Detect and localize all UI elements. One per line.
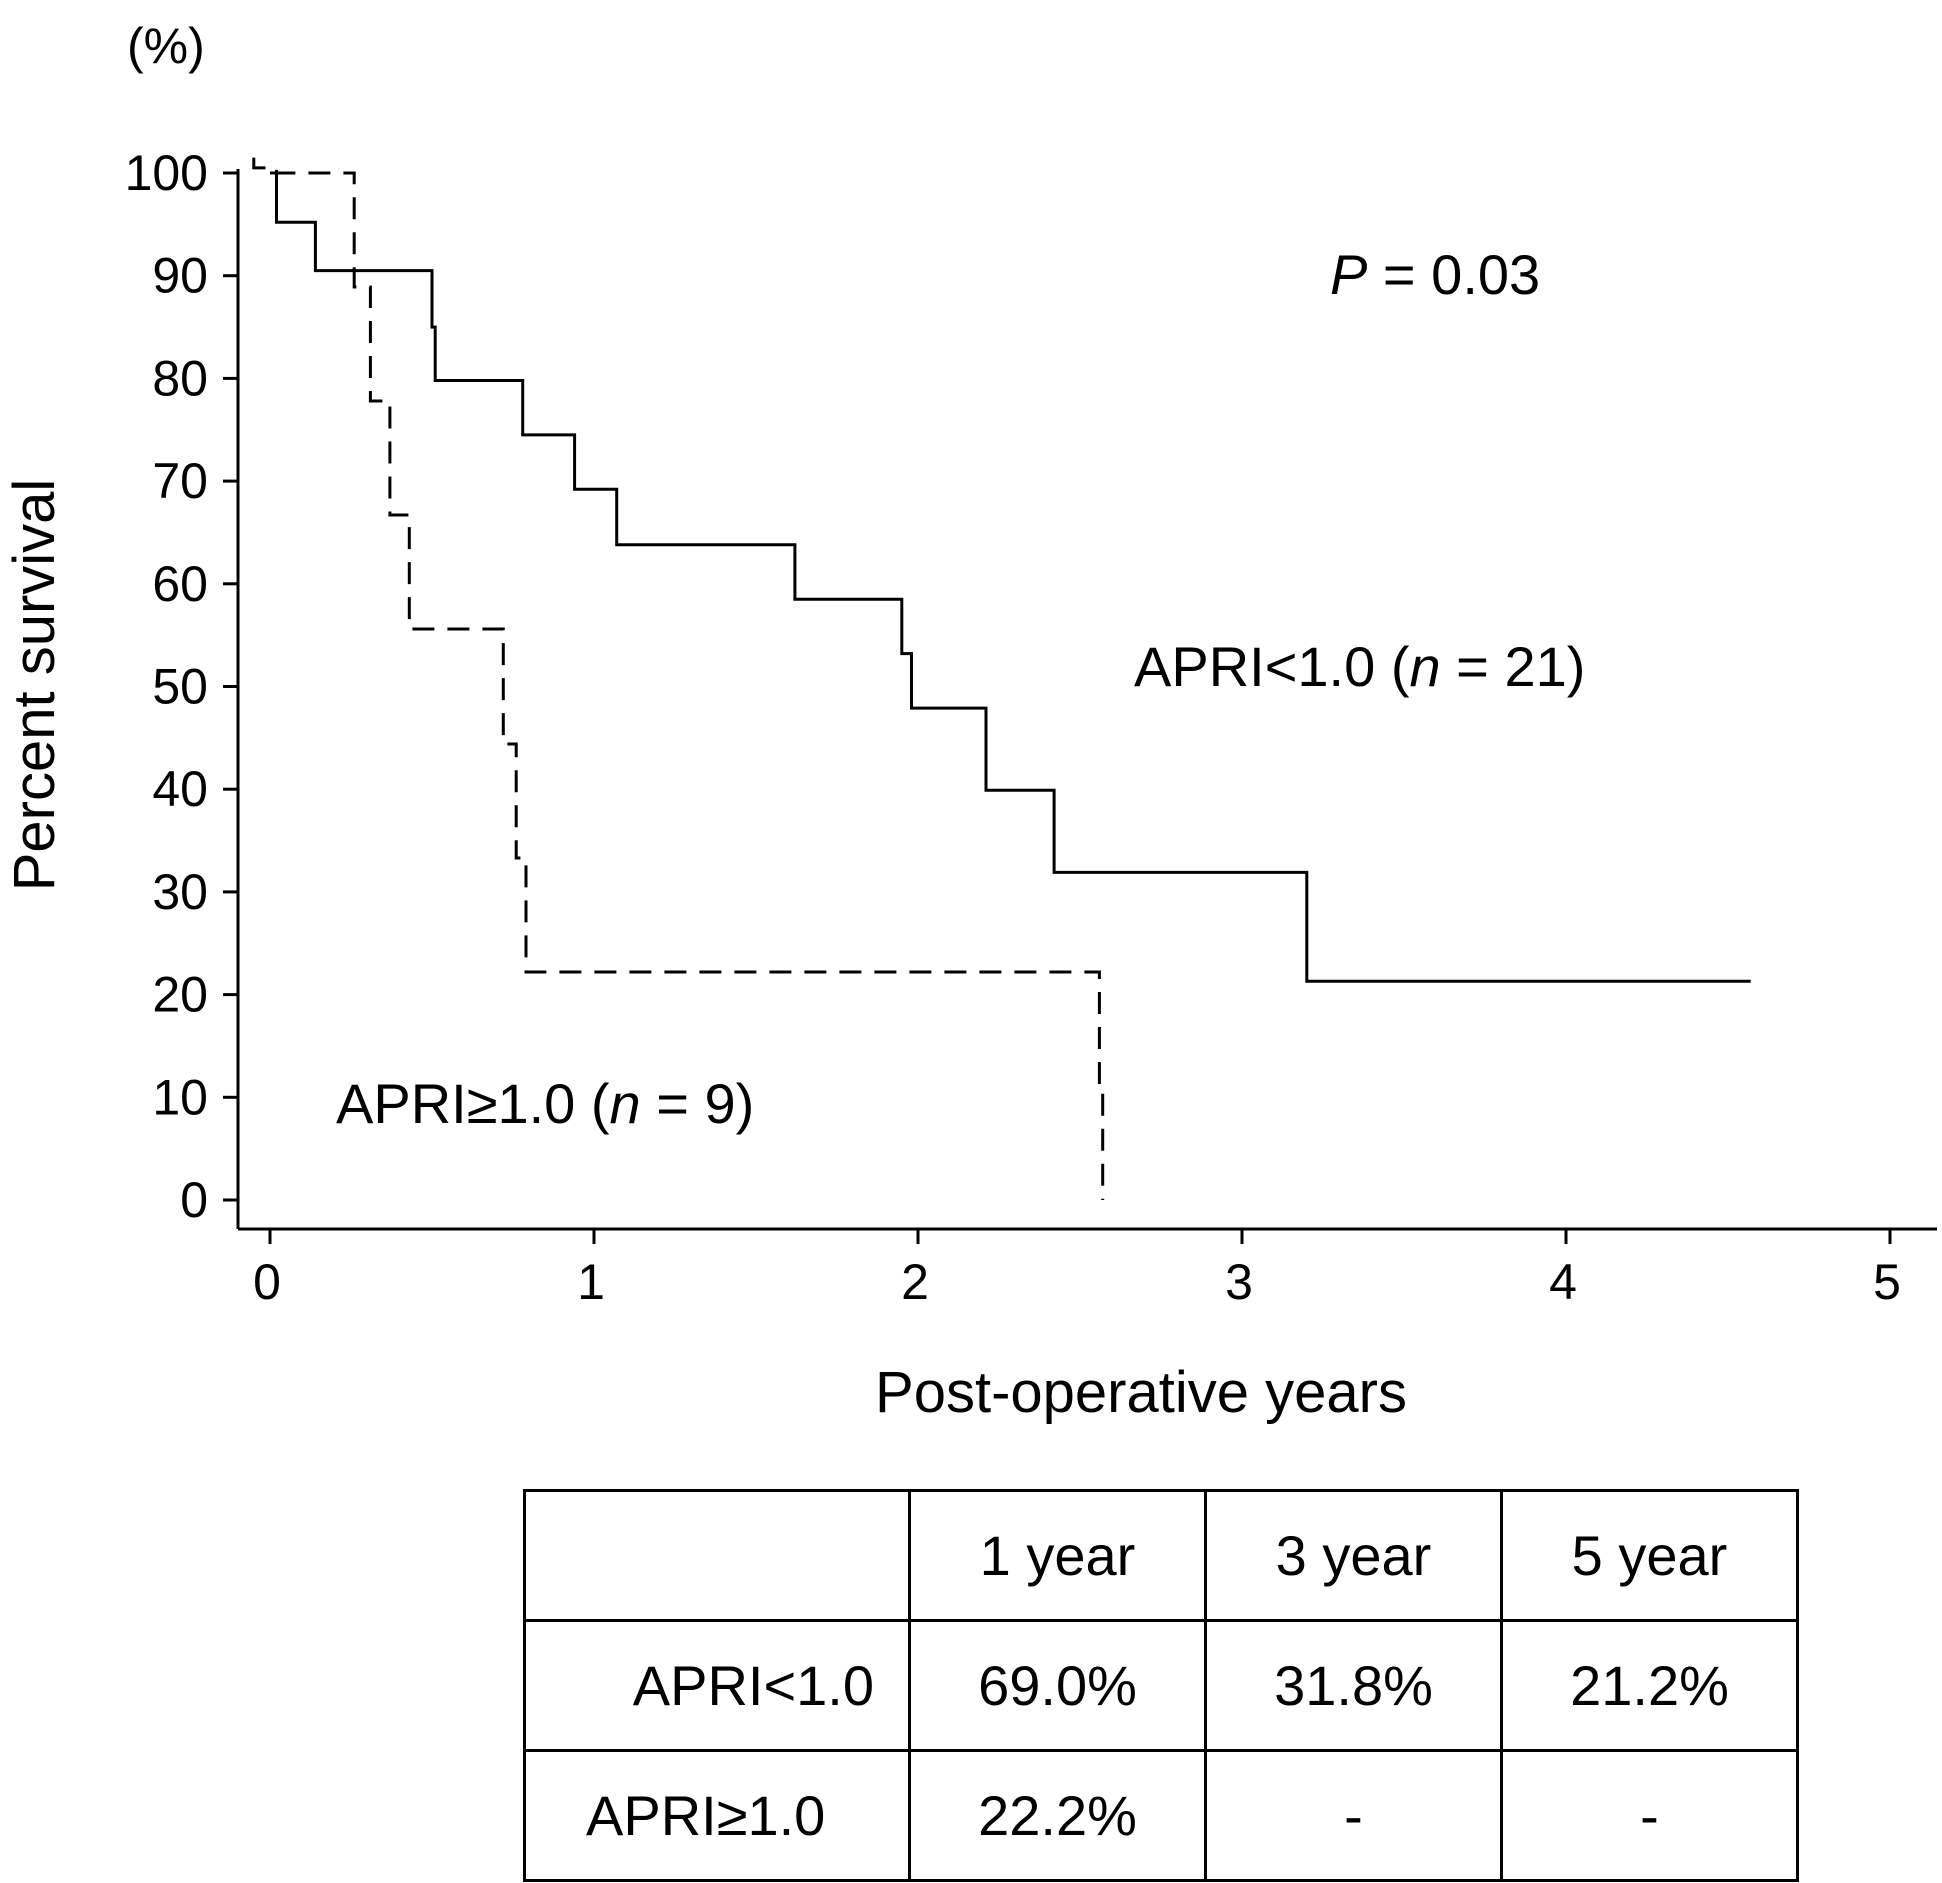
y-tick-label: 30 (152, 864, 208, 920)
table-corner-cell (523, 1489, 911, 1622)
series-line-apri-low (270, 171, 1751, 983)
table-header-5-year: 5 year (1500, 1489, 1799, 1622)
x-tick-label: 1 (577, 1254, 605, 1310)
table-cell: 22.2% (908, 1749, 1207, 1882)
table-header-3-year: 3 year (1204, 1489, 1503, 1622)
table-row: APRI≥1.0 22.2% - - (523, 1749, 1799, 1882)
x-tick-label: 2 (901, 1254, 929, 1310)
table-row-label: APRI<1.0 (523, 1619, 911, 1752)
series-label-low-apri-n: n (1409, 635, 1440, 698)
y-unit-label: (%) (127, 18, 205, 74)
y-tick-label: 40 (152, 761, 208, 817)
table-row-label: APRI≥1.0 (523, 1749, 911, 1882)
series-label-high-apri-prefix: APRI≥1.0 ( (336, 1072, 610, 1135)
series-label-low-apri-suffix: = 21) (1441, 635, 1586, 698)
series-line-apri-high (252, 157, 1105, 1200)
table-cell: 69.0% (908, 1619, 1207, 1752)
y-tick-label: 10 (152, 1069, 208, 1125)
x-tick-label: 3 (1225, 1254, 1253, 1310)
series-label-high-apri-suffix: = 9) (641, 1072, 755, 1135)
table-row: APRI<1.0 69.0% 31.8% 21.2% (523, 1619, 1799, 1752)
table-cell: - (1204, 1749, 1503, 1882)
p-value-annotation: P = 0.03 (1330, 243, 1540, 306)
y-tick-label: 50 (152, 659, 208, 715)
x-tick-label: 4 (1549, 1254, 1577, 1310)
axes (236, 169, 1937, 1231)
y-tick-label: 70 (152, 453, 208, 509)
table-cell: 31.8% (1204, 1619, 1503, 1752)
series-label-high-apri-n: n (610, 1072, 641, 1135)
series-label-high-apri: APRI≥1.0 (n = 9) (336, 1072, 754, 1135)
y-tick-label: 90 (152, 248, 208, 304)
table-header-1-year: 1 year (908, 1489, 1207, 1622)
x-axis-ticks: 0 1 2 3 4 5 (253, 1229, 1901, 1310)
y-axis-title: Percent survival (2, 479, 67, 892)
x-tick-label: 0 (253, 1254, 281, 1310)
x-axis-title: Post-operative years (875, 1360, 1407, 1425)
survival-curves (252, 157, 1751, 1200)
x-tick-label: 5 (1873, 1254, 1901, 1310)
y-tick-label: 60 (152, 556, 208, 612)
p-value-label: P (1330, 243, 1367, 306)
y-tick-label: 20 (152, 967, 208, 1023)
y-tick-label: 0 (180, 1172, 208, 1228)
p-value-text: = 0.03 (1367, 243, 1540, 306)
series-label-low-apri-prefix: APRI<1.0 ( (1134, 635, 1410, 698)
table-cell: - (1500, 1749, 1799, 1882)
table-cell: 21.2% (1500, 1619, 1799, 1752)
y-tick-label: 100 (125, 145, 208, 201)
table-header-row: 1 year 3 year 5 year (523, 1489, 1799, 1622)
y-tick-label: 80 (152, 350, 208, 406)
series-label-low-apri: APRI<1.0 (n = 21) (1134, 635, 1585, 698)
survival-rate-table: 1 year 3 year 5 year APRI<1.0 69.0% 31.8… (523, 1489, 1799, 1882)
y-axis-ticks: 0 10 20 30 40 50 60 70 80 90 100 (125, 145, 238, 1228)
